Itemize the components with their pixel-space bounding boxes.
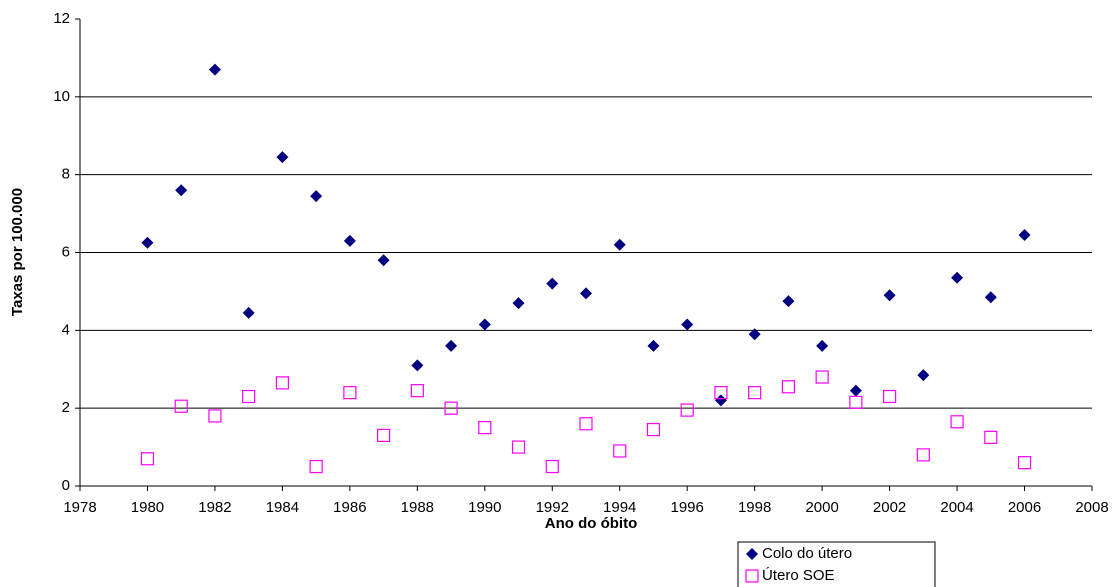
x-tick-label: 1992 (536, 499, 569, 516)
data-point (478, 318, 491, 331)
data-point (478, 421, 492, 435)
x-tick-label: 1986 (333, 499, 366, 516)
data-point (444, 401, 458, 415)
y-tick-label: 2 (62, 399, 70, 416)
data-point (951, 271, 964, 284)
y-tick-label: 0 (62, 477, 70, 494)
data-point (883, 289, 896, 302)
data-point (613, 238, 626, 251)
x-tick-label: 1980 (131, 499, 164, 516)
data-point (681, 318, 694, 331)
x-tick-label: 2006 (1008, 499, 1041, 516)
data-point (917, 369, 930, 382)
x-tick-label: 1996 (671, 499, 704, 516)
data-point (512, 297, 525, 310)
data-point (445, 339, 458, 352)
data-point (646, 422, 661, 437)
x-tick-label: 1990 (468, 499, 501, 516)
x-tick-label: 1984 (266, 499, 299, 516)
x-axis-title: Ano do óbito (545, 515, 637, 532)
data-point (916, 448, 930, 462)
data-point (276, 151, 289, 164)
x-tick-label: 1998 (738, 499, 771, 516)
data-point (343, 386, 357, 400)
data-point (816, 339, 829, 352)
data-point (242, 389, 256, 404)
data-point (208, 63, 221, 76)
legend-marker (746, 548, 758, 560)
y-tick-label: 8 (62, 166, 70, 183)
data-point (580, 287, 592, 300)
x-tick-label: 2002 (873, 499, 906, 516)
data-point (647, 339, 660, 352)
data-point (950, 415, 964, 429)
data-point (748, 328, 761, 341)
x-tick-label: 2004 (940, 499, 973, 516)
x-tick-label: 1982 (198, 499, 231, 516)
data-point (714, 386, 728, 400)
data-point (545, 459, 559, 474)
x-tick-label: 2008 (1075, 499, 1108, 516)
data-point (175, 184, 188, 197)
data-point (310, 190, 323, 203)
data-point (748, 386, 762, 400)
data-point (579, 417, 593, 431)
y-tick-label: 4 (62, 321, 70, 338)
data-point (377, 428, 391, 443)
data-point (882, 389, 897, 404)
legend-box (737, 541, 936, 587)
data-point (782, 295, 795, 308)
x-tick-label: 1994 (603, 499, 636, 516)
data-point (140, 452, 155, 466)
data-point (781, 380, 796, 394)
data-point (1018, 228, 1031, 241)
data-point (849, 395, 863, 409)
x-tick-label: 1978 (63, 499, 96, 516)
data-point (849, 384, 862, 397)
x-tick-label: 1988 (401, 499, 434, 516)
y-tick-label: 10 (53, 88, 70, 105)
data-point (680, 403, 694, 417)
data-point (208, 409, 222, 423)
data-point (174, 399, 188, 413)
data-point (1017, 456, 1032, 470)
data-point (410, 384, 424, 398)
legend-label: Útero SOE (762, 567, 835, 584)
data-point (141, 236, 154, 249)
x-tick-label: 2000 (805, 499, 838, 516)
data-point (242, 306, 255, 319)
y-axis-title: Taxas por 100.000 (9, 188, 26, 316)
data-point (815, 370, 829, 384)
legend-label: Colo do útero (762, 545, 852, 562)
data-point (984, 291, 997, 304)
data-point (275, 376, 289, 390)
data-point (377, 254, 390, 267)
data-point (984, 430, 998, 444)
y-tick-label: 12 (53, 10, 70, 27)
legend-marker (745, 569, 759, 583)
y-tick-label: 6 (62, 243, 70, 260)
data-point (613, 444, 627, 458)
data-point (511, 440, 526, 454)
data-point (343, 234, 356, 247)
data-point (714, 394, 727, 407)
data-point (411, 359, 424, 372)
data-point (309, 459, 323, 474)
data-point (546, 277, 559, 290)
